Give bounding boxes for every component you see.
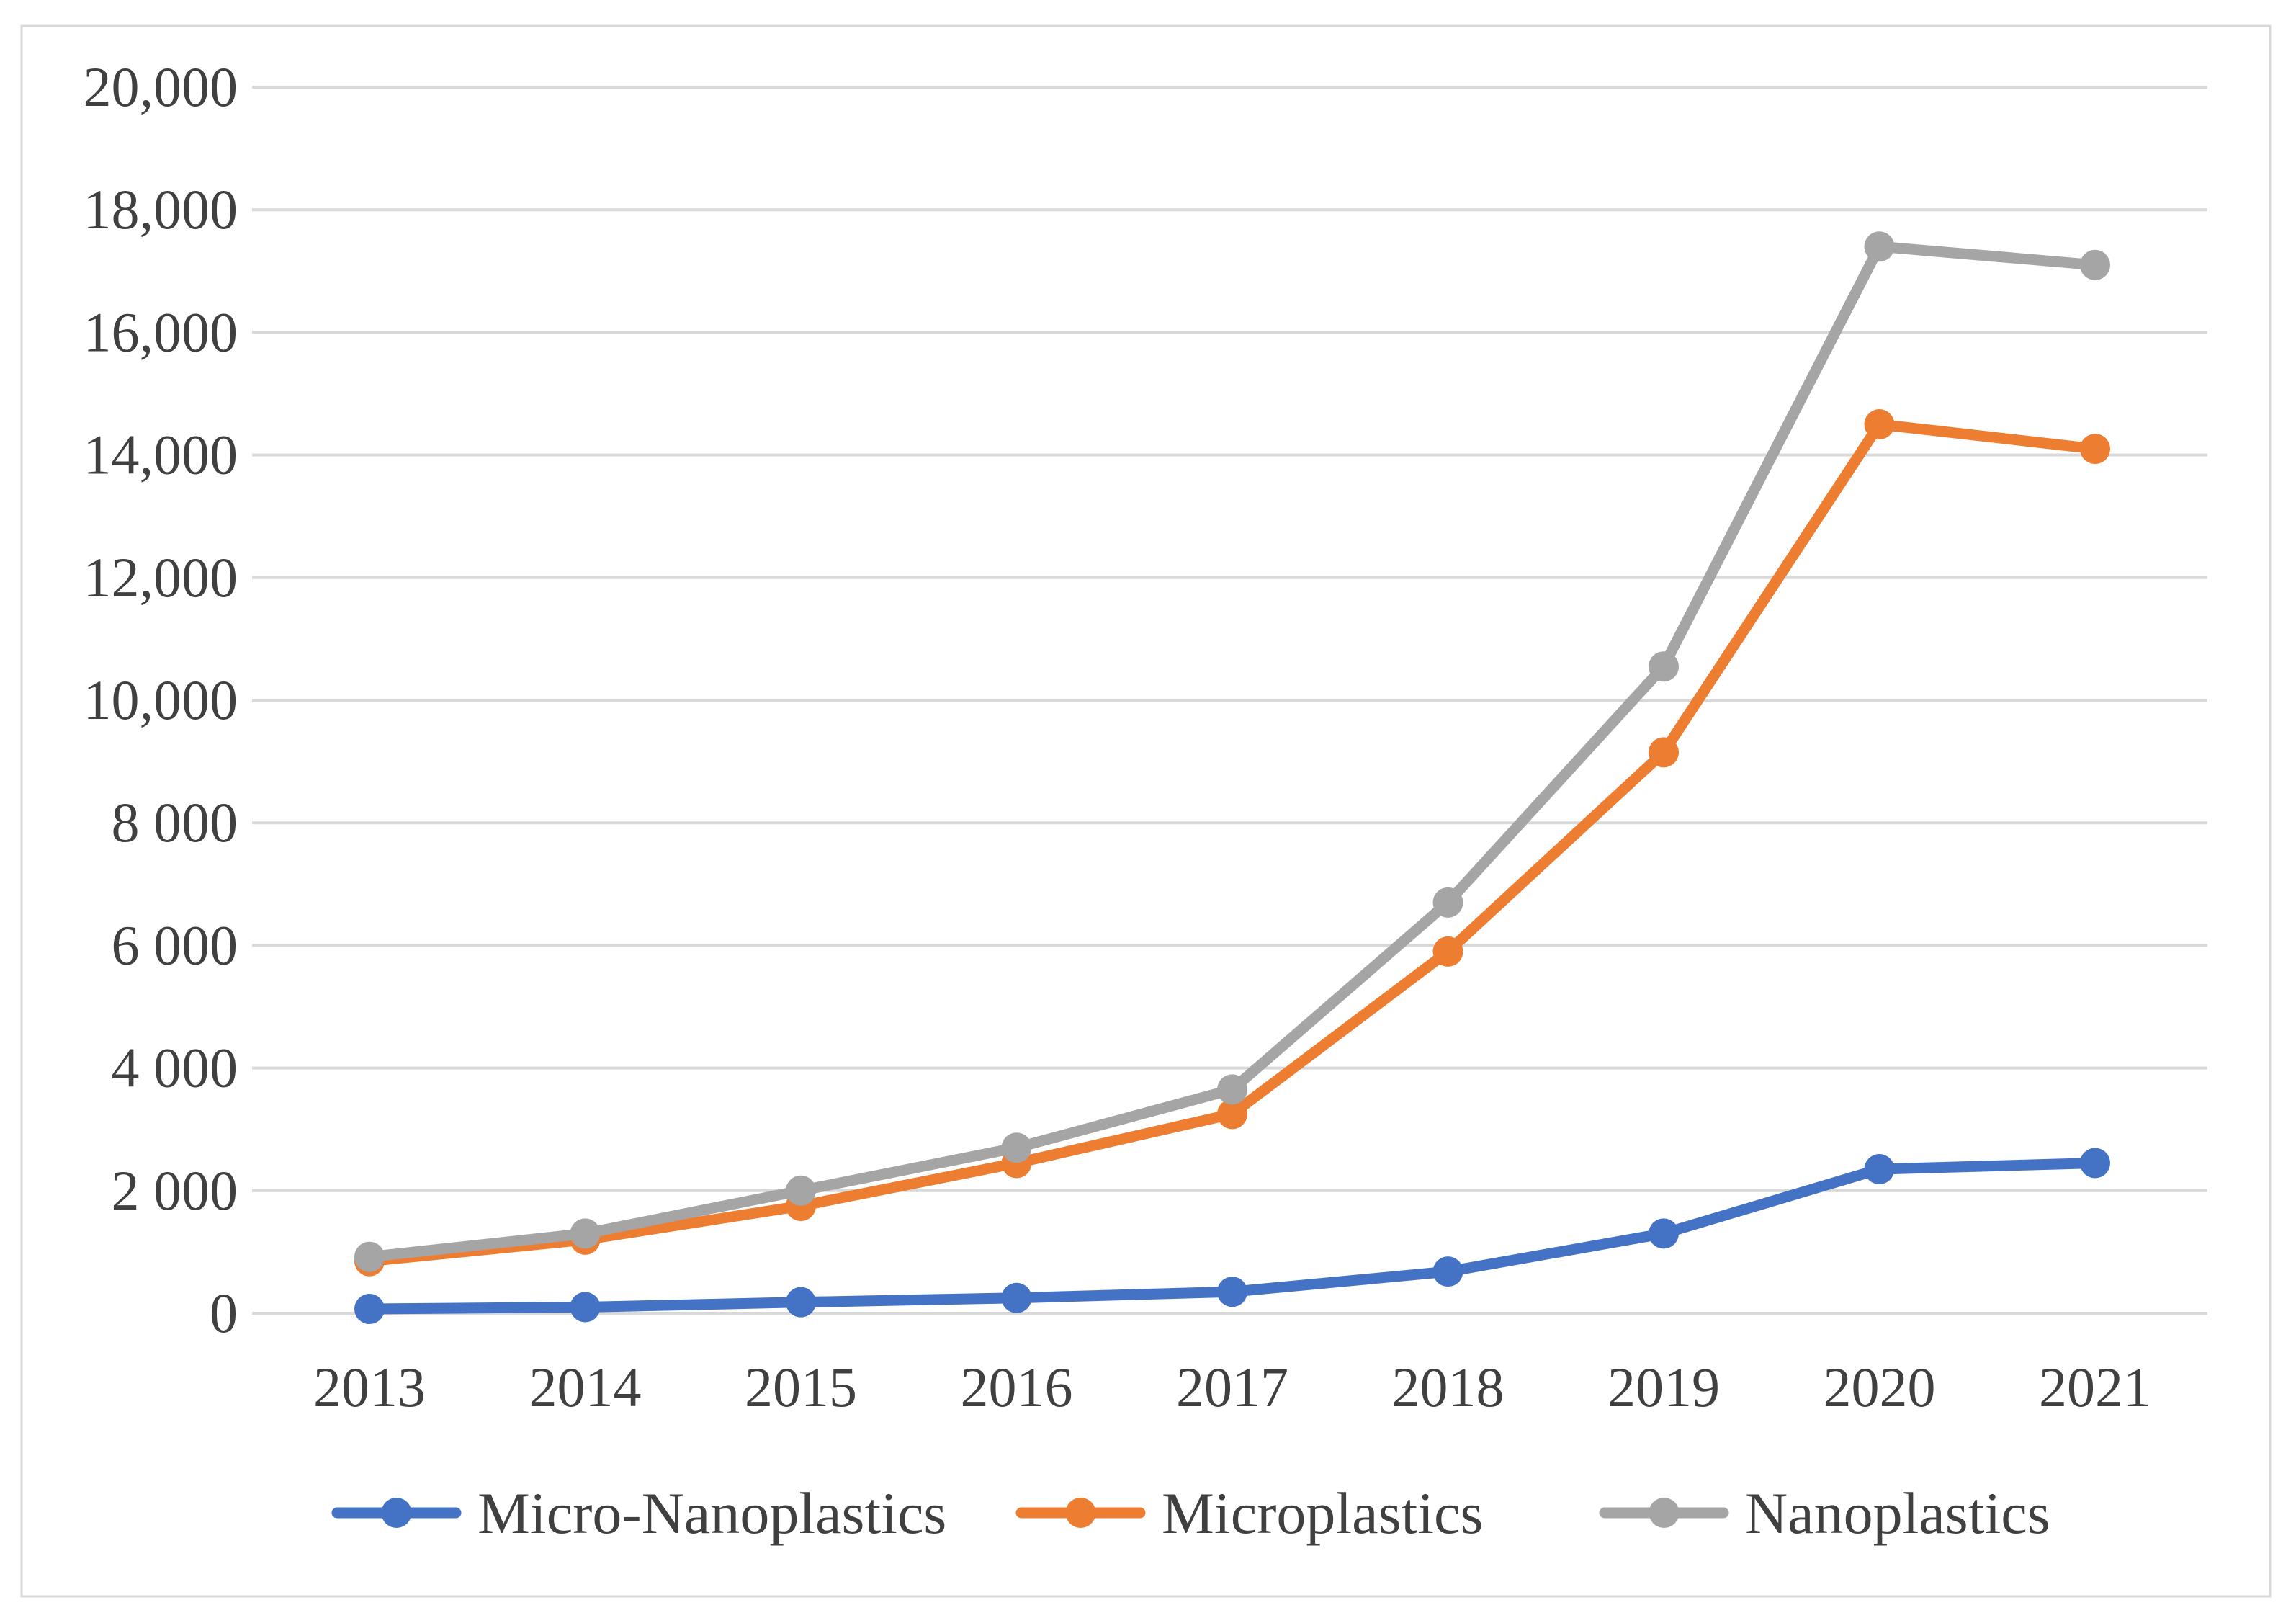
y-axis-tick-label: 20,000: [84, 55, 238, 118]
x-axis-tick-label: 2016: [961, 1356, 1073, 1418]
legend-label: Nanoplastics: [1745, 1480, 2050, 1546]
data-point-marker: [354, 1241, 385, 1272]
data-point-marker: [1432, 1256, 1463, 1287]
data-point-marker: [1217, 1099, 1247, 1130]
legend-marker-dot: [1065, 1498, 1096, 1528]
data-point-marker: [1217, 1277, 1247, 1307]
gridlines-group: [252, 86, 2207, 1315]
data-point-marker: [786, 1287, 816, 1318]
data-point-marker: [1001, 1282, 1032, 1313]
legend-label: Microplastics: [1162, 1480, 1483, 1546]
data-point-marker: [1649, 1218, 1679, 1249]
data-point-marker: [570, 1292, 601, 1323]
data-point-marker: [2080, 249, 2110, 280]
y-axis-tick-label: 2 000: [112, 1159, 238, 1222]
data-point-marker: [1432, 887, 1463, 918]
y-axis-tick-label: 4 000: [112, 1037, 238, 1099]
legend-item: Nanoplastics: [1599, 1480, 2050, 1546]
data-point-marker: [2080, 1148, 2110, 1179]
series-group: [354, 231, 2110, 1325]
x-axis-tick-label: 2017: [1176, 1356, 1288, 1418]
x-axis-tick-label: 2015: [745, 1356, 857, 1418]
y-axis-tick-label: 14,000: [84, 424, 238, 486]
x-axis-tick-label: 2018: [1392, 1356, 1504, 1418]
data-point-marker: [786, 1175, 816, 1206]
legend-item: Microplastics: [1015, 1480, 1483, 1546]
x-axis-tick-label: 2021: [2039, 1356, 2151, 1418]
x-axis-tick-label: 2013: [313, 1356, 426, 1418]
data-point-marker: [1217, 1074, 1247, 1105]
series-microplastics: [354, 409, 2110, 1277]
y-axis-tick-label: 0: [210, 1282, 238, 1344]
y-axis-tick-label: 18,000: [84, 178, 238, 241]
x-axis-labels-group: 2013 2014 2015 2016 2017 2018 2019 2020 2021: [313, 1356, 2151, 1418]
series-nanoplastics: [354, 231, 2110, 1272]
legend-marker-dot: [381, 1498, 412, 1528]
y-axis-tick-label: 10,000: [84, 669, 238, 731]
series-line: [364, 419, 2101, 1267]
data-point-marker: [1864, 409, 1895, 440]
data-point-marker: [2080, 434, 2110, 465]
legend-group: Micro-Nanoplastics Microplastics Nanoplast…: [331, 1480, 2050, 1546]
data-point-marker: [1864, 231, 1895, 262]
data-point-marker: [1649, 737, 1679, 768]
legend-marker-dot: [1649, 1498, 1680, 1528]
y-axis-tick-label: 6 000: [112, 913, 238, 976]
x-axis-tick-label: 2014: [529, 1356, 642, 1418]
data-point-marker: [1432, 936, 1463, 967]
y-axis-tick-label: 16,000: [84, 300, 238, 363]
x-axis-tick-label: 2020: [1824, 1356, 1936, 1418]
chart-border: [20, 24, 2272, 1598]
series-micro-nanoplastics: [354, 1148, 2110, 1325]
y-axis-tick-label: 12,000: [84, 546, 238, 609]
data-point-marker: [1001, 1132, 1032, 1163]
y-axis-tick-label: 8 000: [112, 791, 238, 854]
data-point-marker: [1864, 1154, 1895, 1185]
data-point-marker: [354, 1294, 385, 1325]
y-axis-labels-group: 0 2 000 4 000 6 000 8 000 10,000 12,000 14,000 1…: [84, 55, 238, 1344]
legend-label: Micro-Nanoplastics: [477, 1480, 946, 1546]
x-axis-tick-label: 2019: [1607, 1356, 1720, 1418]
data-point-marker: [570, 1218, 601, 1249]
legend-item: Micro-Nanoplastics: [331, 1480, 946, 1546]
data-point-marker: [1649, 651, 1679, 682]
